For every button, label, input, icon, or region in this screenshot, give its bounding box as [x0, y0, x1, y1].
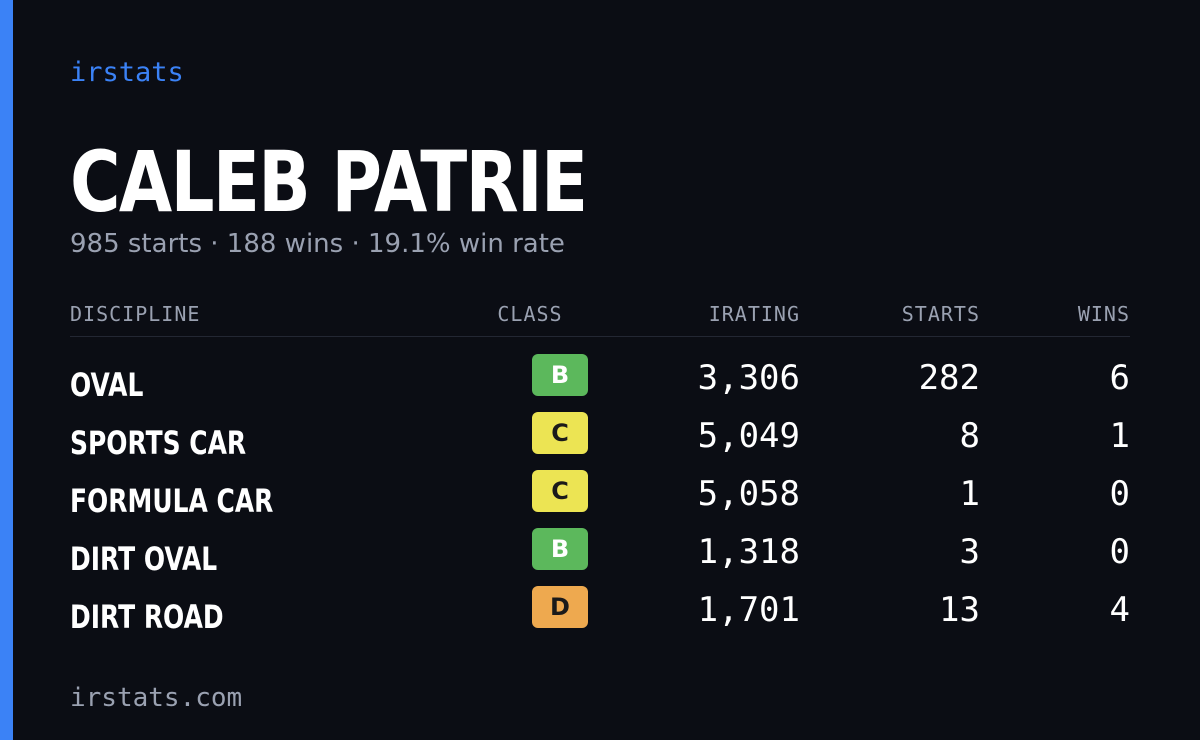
header-discipline: DISCIPLINE — [70, 302, 201, 326]
license-class-badge: C — [532, 470, 588, 512]
starts-value: 13 — [939, 590, 980, 630]
starts-value: 282 — [918, 358, 980, 398]
discipline-table: OVAL B 3,306 282 6 SPORTS CAR C 5,049 8 … — [70, 350, 1130, 640]
table-row: FORMULA CAR C 5,058 1 0 — [70, 466, 1130, 524]
license-class-badge: B — [532, 528, 588, 570]
brand-logo[interactable]: irstats — [70, 57, 184, 88]
header-irating: IRATING — [708, 302, 800, 326]
driver-name: CALEB PATRIE — [70, 133, 588, 231]
header-starts: STARTS — [901, 302, 980, 326]
irating-value: 5,049 — [697, 416, 800, 456]
discipline-name: DIRT ROAD — [70, 598, 224, 636]
wins-value: 0 — [1109, 474, 1130, 514]
table-row: SPORTS CAR C 5,049 8 1 — [70, 408, 1130, 466]
table-row: DIRT OVAL B 1,318 3 0 — [70, 524, 1130, 582]
header-class: CLASS — [497, 302, 563, 326]
license-class-badge: B — [532, 354, 588, 396]
irating-value: 1,701 — [697, 590, 800, 630]
wins-value: 4 — [1109, 590, 1130, 630]
discipline-name: FORMULA CAR — [70, 482, 274, 520]
irating-value: 3,306 — [697, 358, 800, 398]
accent-bar — [0, 0, 13, 740]
discipline-name: DIRT OVAL — [70, 540, 218, 578]
license-class-badge: C — [532, 412, 588, 454]
license-class-badge: D — [532, 586, 588, 628]
irating-value: 1,318 — [697, 532, 800, 572]
table-row: OVAL B 3,306 282 6 — [70, 350, 1130, 408]
driver-summary: 985 starts · 188 wins · 19.1% win rate — [70, 229, 565, 259]
starts-value: 3 — [959, 532, 980, 572]
table-header: DISCIPLINE CLASS IRATING STARTS WINS — [70, 300, 1130, 337]
discipline-name: SPORTS CAR — [70, 424, 247, 462]
irating-value: 5,058 — [697, 474, 800, 514]
wins-value: 0 — [1109, 532, 1130, 572]
wins-value: 6 — [1109, 358, 1130, 398]
header-wins: WINS — [1077, 302, 1130, 326]
starts-value: 8 — [959, 416, 980, 456]
wins-value: 1 — [1109, 416, 1130, 456]
starts-value: 1 — [959, 474, 980, 514]
footer-url[interactable]: irstats.com — [70, 683, 243, 713]
discipline-name: OVAL — [70, 366, 144, 404]
table-row: DIRT ROAD D 1,701 13 4 — [70, 582, 1130, 640]
